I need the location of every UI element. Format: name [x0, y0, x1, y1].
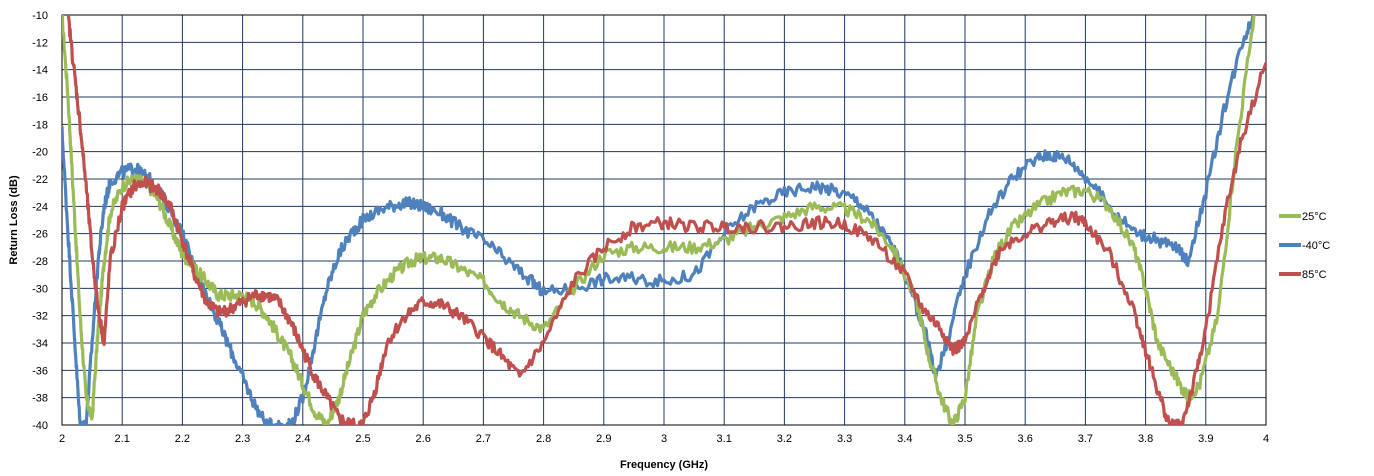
x-tick-label: 3.5 [957, 433, 972, 445]
x-tick-label: 2.3 [235, 433, 250, 445]
plot-area [61, 14, 1267, 426]
x-tick-label: 3.2 [777, 433, 792, 445]
y-tick-label: -24 [32, 201, 48, 213]
x-tick-label: 3.3 [837, 433, 852, 445]
y-axis-title: Return Loss (dB) [8, 175, 20, 265]
x-tick-label: 3.8 [1138, 433, 1153, 445]
x-tick-label: 2.8 [536, 433, 551, 445]
y-tick-label: -30 [32, 283, 48, 295]
y-tick-label: -38 [32, 393, 48, 405]
legend-label: -40°C [1302, 240, 1330, 252]
y-tick-label: -14 [32, 65, 48, 77]
x-tick-label: 2.9 [596, 433, 611, 445]
y-tick-label: -22 [32, 174, 48, 186]
x-tick-label: 3 [661, 433, 667, 445]
y-tick-label: -36 [32, 365, 48, 377]
x-tick-label: 2.1 [115, 433, 130, 445]
y-tick-label: -40 [32, 420, 48, 432]
x-tick-label: 2.2 [175, 433, 190, 445]
x-tick-label: 2.7 [476, 433, 491, 445]
y-tick-label: -34 [32, 338, 48, 350]
x-tick-label: 4 [1263, 433, 1269, 445]
x-tick-label: 3.1 [717, 433, 732, 445]
y-tick-label: -28 [32, 256, 48, 268]
x-tick-label: 2.6 [416, 433, 431, 445]
y-tick-labels: -10 -12 -14 -16 -18 -20 -22 -24 -26 -28 -30 -32 -34 -… [32, 10, 48, 432]
series-line-85c [66, 15, 1266, 425]
x-tick-label: 3.6 [1018, 433, 1033, 445]
x-tick-label: 2.4 [295, 433, 310, 445]
y-tick-label: -10 [32, 10, 48, 22]
x-tick-label: 3.9 [1198, 433, 1213, 445]
series-layer [62, 15, 1266, 425]
x-tick-label: 3.7 [1078, 433, 1093, 445]
legend: 25°C -40°C 85°C [1279, 211, 1330, 281]
x-tick-label: 3.4 [897, 433, 912, 445]
x-tick-label: 2 [59, 433, 65, 445]
y-tick-label: -26 [32, 229, 48, 241]
legend-label: 25°C [1302, 211, 1327, 223]
x-tick-label: 2.5 [355, 433, 370, 445]
y-tick-label: -18 [32, 119, 48, 131]
y-tick-label: -16 [32, 92, 48, 104]
y-tick-label: -32 [32, 311, 48, 323]
legend-label: 85°C [1302, 269, 1327, 281]
x-axis-title: Frequency (GHz) [620, 459, 708, 471]
y-tick-label: -12 [32, 37, 48, 49]
y-tick-label: -20 [32, 147, 48, 159]
x-tick-labels: 2 2.1 2.2 2.3 2.4 2.5 2.6 2.7 2.8 2.9 3 3.1 3.2 3.3 3.… [59, 433, 1269, 445]
